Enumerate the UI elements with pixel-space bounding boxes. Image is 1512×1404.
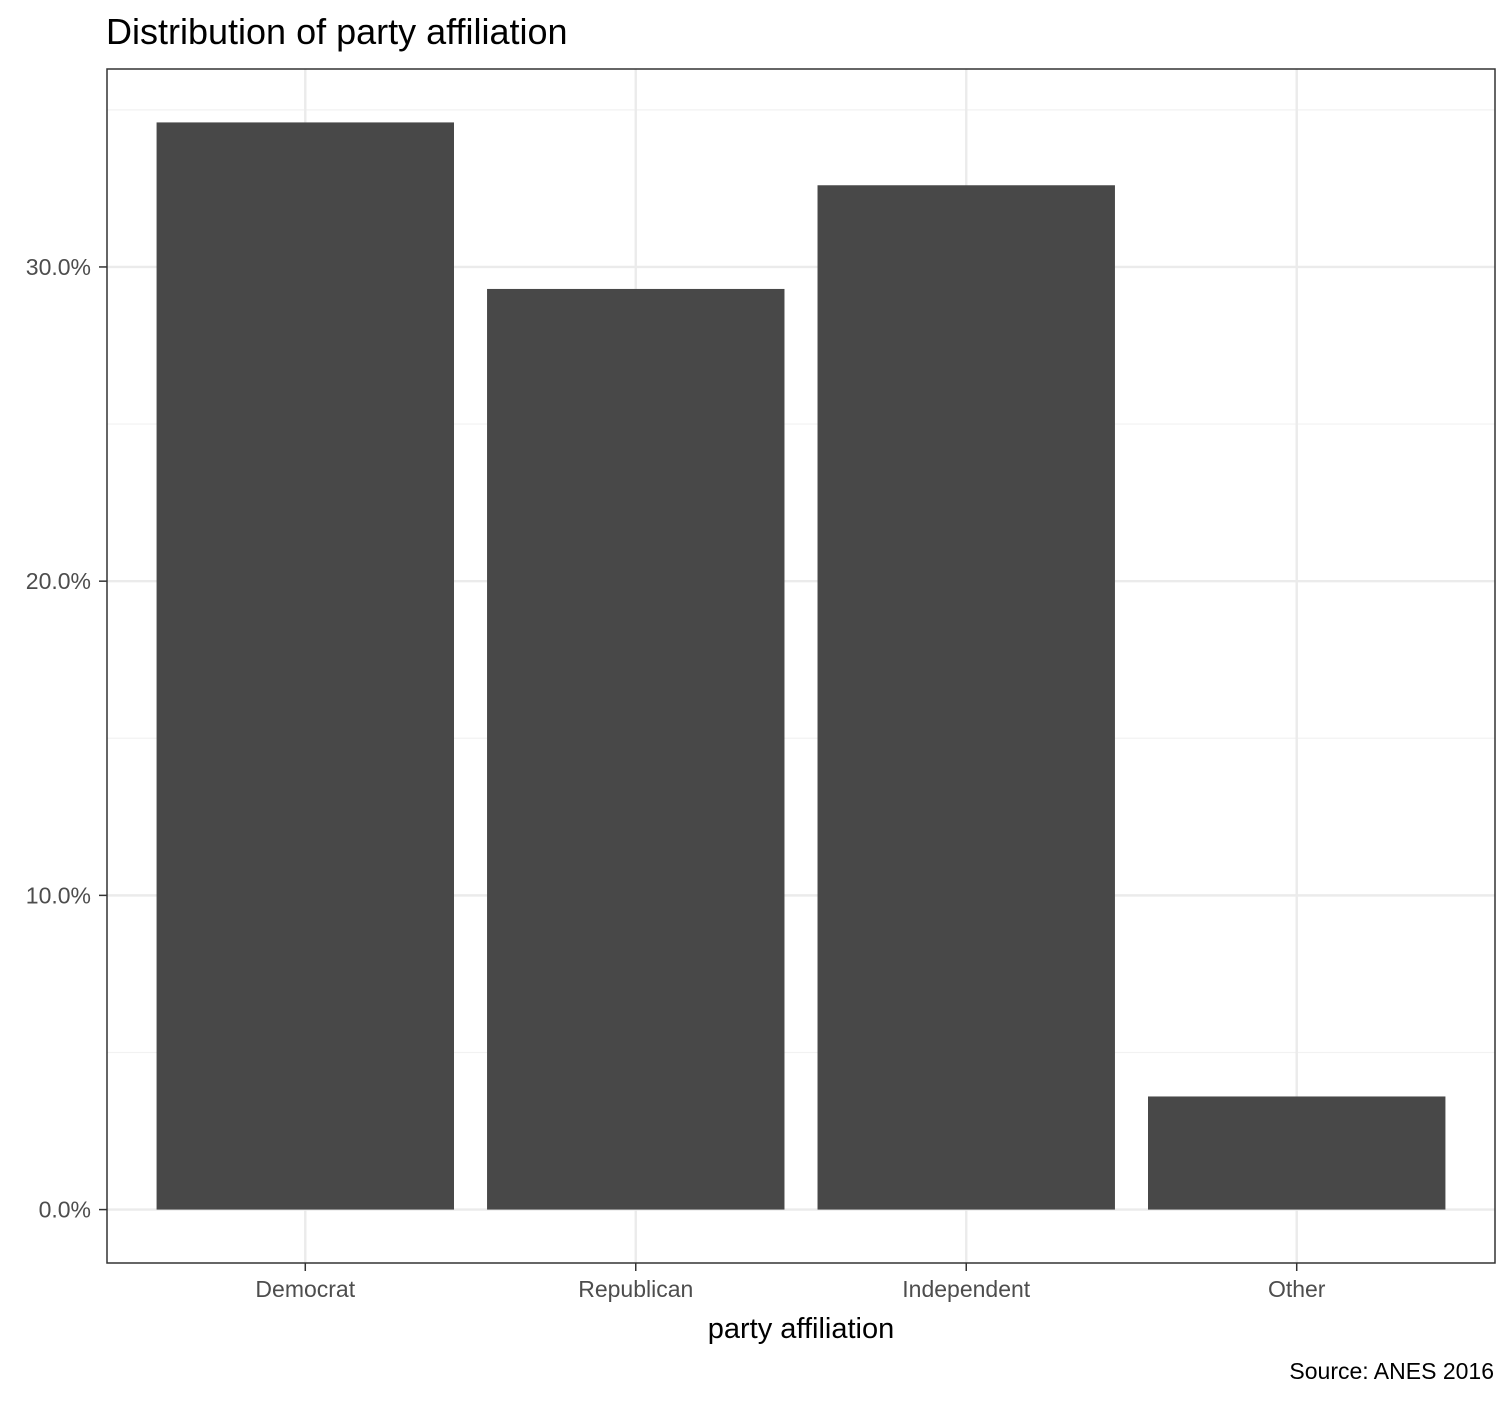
x-tick-label: Other xyxy=(1268,1276,1326,1302)
bar-republican xyxy=(487,288,785,1210)
bar-independent xyxy=(817,185,1115,1210)
y-tick-label: 20.0% xyxy=(26,568,91,594)
x-tick-label: Democrat xyxy=(255,1276,355,1302)
y-axis: 0.0% 10.0% 20.0% 30.0% xyxy=(26,254,107,1223)
x-axis: Democrat Republican Independent Other xyxy=(255,1263,1326,1302)
bar-democrat xyxy=(156,122,455,1210)
x-axis-label: party affiliation xyxy=(708,1313,894,1345)
bars xyxy=(156,122,1446,1210)
chart-title: Distribution of party affiliation xyxy=(106,11,568,52)
x-tick-label: Republican xyxy=(578,1276,693,1302)
bar-other xyxy=(1148,1096,1446,1210)
panel-border xyxy=(106,68,1496,1264)
y-tick-label: 10.0% xyxy=(26,882,91,908)
y-tick-label: 30.0% xyxy=(26,254,91,280)
x-tick-label: Independent xyxy=(902,1276,1031,1302)
y-tick-label: 0.0% xyxy=(39,1197,91,1223)
chart-caption: Source: ANES 2016 xyxy=(1289,1358,1494,1384)
